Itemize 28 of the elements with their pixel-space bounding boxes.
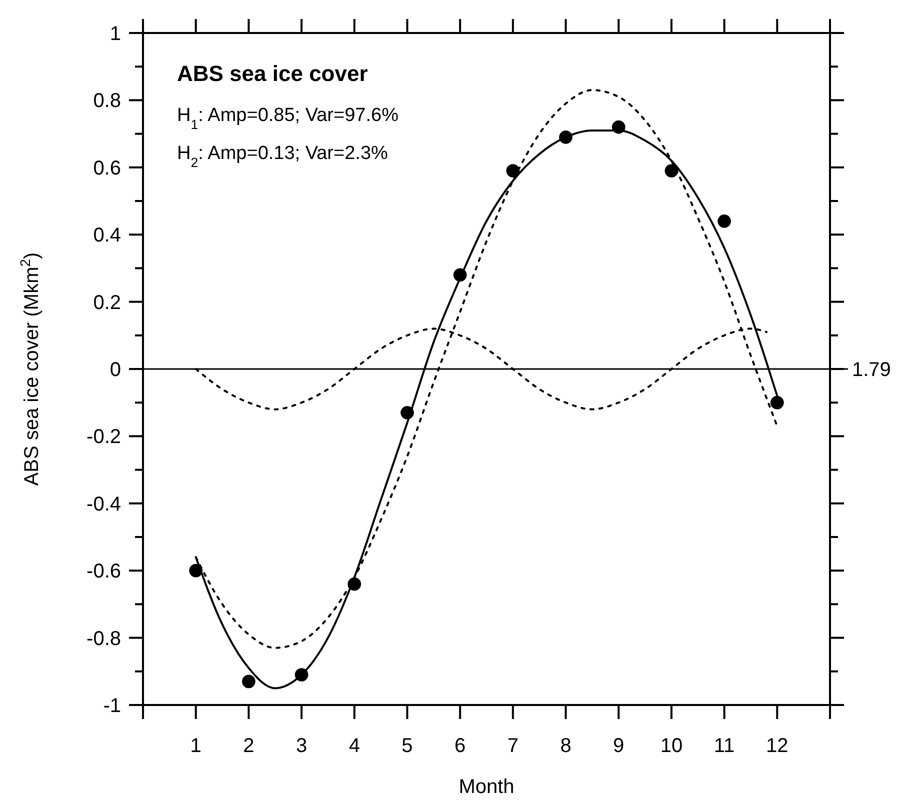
x-tick-label: 11 [714, 735, 735, 757]
x-tick-label: 3 [296, 735, 308, 757]
y-tick-label: -0.4 [86, 493, 121, 516]
x-tick-label: 6 [454, 735, 466, 757]
x-tick-label: 9 [613, 735, 624, 757]
y-tick-label: 1 [110, 23, 121, 45]
y-tick-label: -1 [103, 695, 121, 717]
annotation: H$_{2}$: Amp=0.13; Var=2.3% [177, 143, 388, 170]
text: ABS sea ice cover [177, 61, 368, 86]
y-tick-label: 0 [110, 359, 121, 381]
annotation: H$_{1}$: Amp=0.85; Var=97.6% [177, 105, 399, 132]
x-tick-label: 2 [243, 735, 254, 757]
y-tick-label: -0.6 [86, 560, 121, 583]
y-tick-label: -0.2 [86, 426, 121, 448]
y-tick-label: 0.6 [93, 157, 121, 180]
y-tick-label: 0.2 [93, 292, 121, 314]
x-tick-label: 7 [507, 735, 518, 757]
x-tick-label: 5 [402, 735, 413, 757]
x-axis-title: Month [458, 776, 514, 798]
x-tick-label: 1 [190, 735, 202, 757]
text: 1.79 [852, 359, 891, 381]
y-tick-label: -0.8 [86, 628, 121, 650]
x-tick-label: 12 [766, 735, 788, 757]
x-tick-label: 8 [560, 735, 572, 757]
x-tick-label: 10 [660, 735, 683, 757]
y-tick-label: 0.8 [93, 90, 121, 112]
y-tick-label: 0.4 [93, 224, 121, 247]
x-tick-label: 4 [348, 735, 360, 757]
